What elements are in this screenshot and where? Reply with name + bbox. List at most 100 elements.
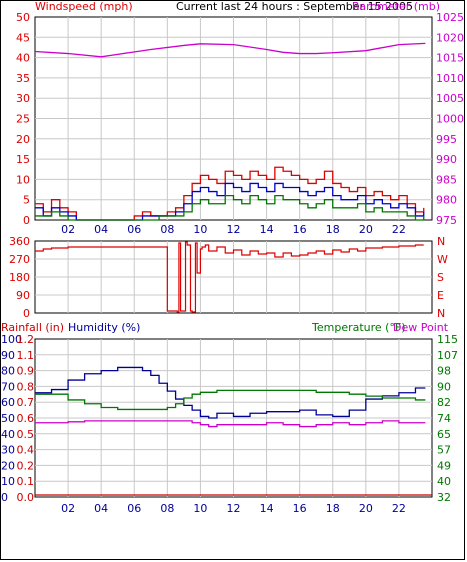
direction-degree-label: 270 (9, 253, 30, 266)
direction-degree-label: 360 (9, 235, 30, 248)
rain-humidity-temperature-grid (35, 339, 432, 497)
humidity-tick-label: 0 (1, 491, 8, 504)
rain-humidity-temperature-x-ticks: 02 04 06 08 10 12 14 16 18 20 22 (61, 502, 406, 515)
wind-direction-series (35, 241, 424, 313)
windspeed-axis-label: Windspeed (mph) (35, 0, 133, 13)
barometer-tick-label: 1015 (436, 52, 464, 65)
windspeed-ticks: 0 5 10 15 20 25 30 35 40 45 50 (16, 11, 30, 227)
barometer-line (34, 42, 426, 58)
direction-degree-ticks: 0 90 180 270 360 (9, 235, 30, 320)
x-tick-label: 20 (359, 502, 373, 515)
rainfall-tick-label: 0.2 (17, 459, 35, 472)
direction-compass-label: N (437, 235, 445, 248)
rain-humidity-temperature-series (35, 366, 432, 496)
barometer-tick-label: 985 (436, 173, 457, 186)
rainfall-axis-label: Rainfall (in) (1, 321, 64, 334)
windspeed-tick-label: 50 (16, 11, 30, 24)
barometer-ticks: 975 980 985 990 995 1000 1005 1010 1015 1020 1025 (436, 11, 464, 227)
windspeed-tick-label: 20 (16, 133, 30, 146)
x-tick-label: 02 (61, 502, 75, 515)
rainfall-tick-label: 0.1 (17, 475, 35, 488)
rainfall-tick-label: 0.6 (17, 412, 35, 425)
x-tick-label: 14 (260, 223, 274, 236)
x-tick-label: 04 (94, 223, 108, 236)
humidity-tick-label: 40 (1, 428, 15, 441)
humidity-tick-label: 90 (1, 349, 15, 362)
rainfall-tick-label: 0.8 (17, 380, 35, 393)
x-tick-label: 22 (392, 223, 406, 236)
windspeed-tick-label: 35 (16, 72, 30, 85)
humidity-tick-label: 10 (1, 475, 15, 488)
direction-compass-label: W (437, 253, 448, 266)
temperature-tick-label: 98 (437, 365, 451, 378)
windspeed-tick-label: 10 (16, 173, 30, 186)
rainfall-tick-label: 1.1 (17, 349, 35, 362)
direction-line (35, 241, 424, 313)
direction-compass-label: N (437, 307, 445, 320)
humidity-tick-label: 80 (1, 365, 15, 378)
temperature-axis-label: Temperature (°F) (311, 321, 406, 334)
rainfall-tick-label: 0.0 (17, 491, 35, 504)
windspeed-tick-label: 45 (16, 31, 30, 44)
x-tick-label: 16 (293, 223, 307, 236)
x-tick-label: 10 (193, 502, 207, 515)
x-tick-label: 06 (127, 502, 141, 515)
x-tick-label: 18 (326, 502, 340, 515)
direction-degree-label: 180 (9, 271, 30, 284)
wind-barometer-series (34, 42, 426, 221)
x-tick-label: 02 (61, 223, 75, 236)
humidity-ticks: 0 10 20 30 40 50 60 70 80 90 100 (1, 333, 22, 504)
temperature-line (35, 389, 426, 411)
wind_green-line (35, 194, 425, 221)
temperature-tick-label: 82 (437, 396, 451, 409)
x-tick-label: 06 (127, 223, 141, 236)
x-tick-label: 20 (359, 223, 373, 236)
humidity-tick-label: 50 (1, 412, 15, 425)
direction-degree-label: 0 (23, 307, 30, 320)
temperature-tick-label: 74 (437, 412, 451, 425)
barometer-tick-label: 980 (436, 194, 457, 207)
x-tick-label: 12 (227, 502, 241, 515)
direction-compass-label: S (437, 271, 444, 284)
humidity-tick-label: 20 (1, 459, 15, 472)
x-tick-label: 18 (326, 223, 340, 236)
barometer-tick-label: 1025 (436, 11, 464, 24)
x-tick-label: 12 (227, 223, 241, 236)
windspeed-tick-label: 0 (23, 214, 30, 227)
windspeed-tick-label: 25 (16, 113, 30, 126)
barometer-tick-label: 1010 (436, 72, 464, 85)
barometer-axis-label: Barometer (mb) (352, 0, 440, 13)
rainfall-tick-label: 0.9 (17, 365, 35, 378)
barometer-tick-label: 1005 (436, 92, 464, 105)
x-tick-label: 04 (94, 502, 108, 515)
windspeed-tick-label: 30 (16, 92, 30, 105)
temperature-tick-label: 90 (437, 380, 451, 393)
temperature-ticks: 32 40 49 57 65 74 82 90 98 107 115 (437, 333, 458, 504)
temperature-tick-label: 65 (437, 428, 451, 441)
temperature-tick-label: 115 (437, 333, 458, 346)
humidity-tick-label: 70 (1, 380, 15, 393)
windspeed-tick-label: 15 (16, 153, 30, 166)
temperature-tick-label: 57 (437, 444, 451, 457)
temperature-tick-label: 40 (437, 475, 451, 488)
x-tick-label: 08 (160, 502, 174, 515)
direction-degree-label: 90 (16, 289, 30, 302)
rainfall-tick-label: 0.4 (17, 444, 35, 457)
x-tick-label: 08 (160, 223, 174, 236)
barometer-tick-label: 1020 (436, 31, 464, 44)
dewpoint-axis-label: Dew Point (393, 321, 449, 334)
x-tick-label: 14 (260, 502, 274, 515)
barometer-tick-label: 990 (436, 153, 457, 166)
x-tick-label: 16 (293, 502, 307, 515)
wind-barometer-grid (35, 17, 432, 220)
temperature-tick-label: 107 (437, 349, 458, 362)
windspeed-tick-label: 40 (16, 52, 30, 65)
x-tick-label: 22 (392, 502, 406, 515)
rainfall-tick-label: 1.2 (17, 333, 35, 346)
